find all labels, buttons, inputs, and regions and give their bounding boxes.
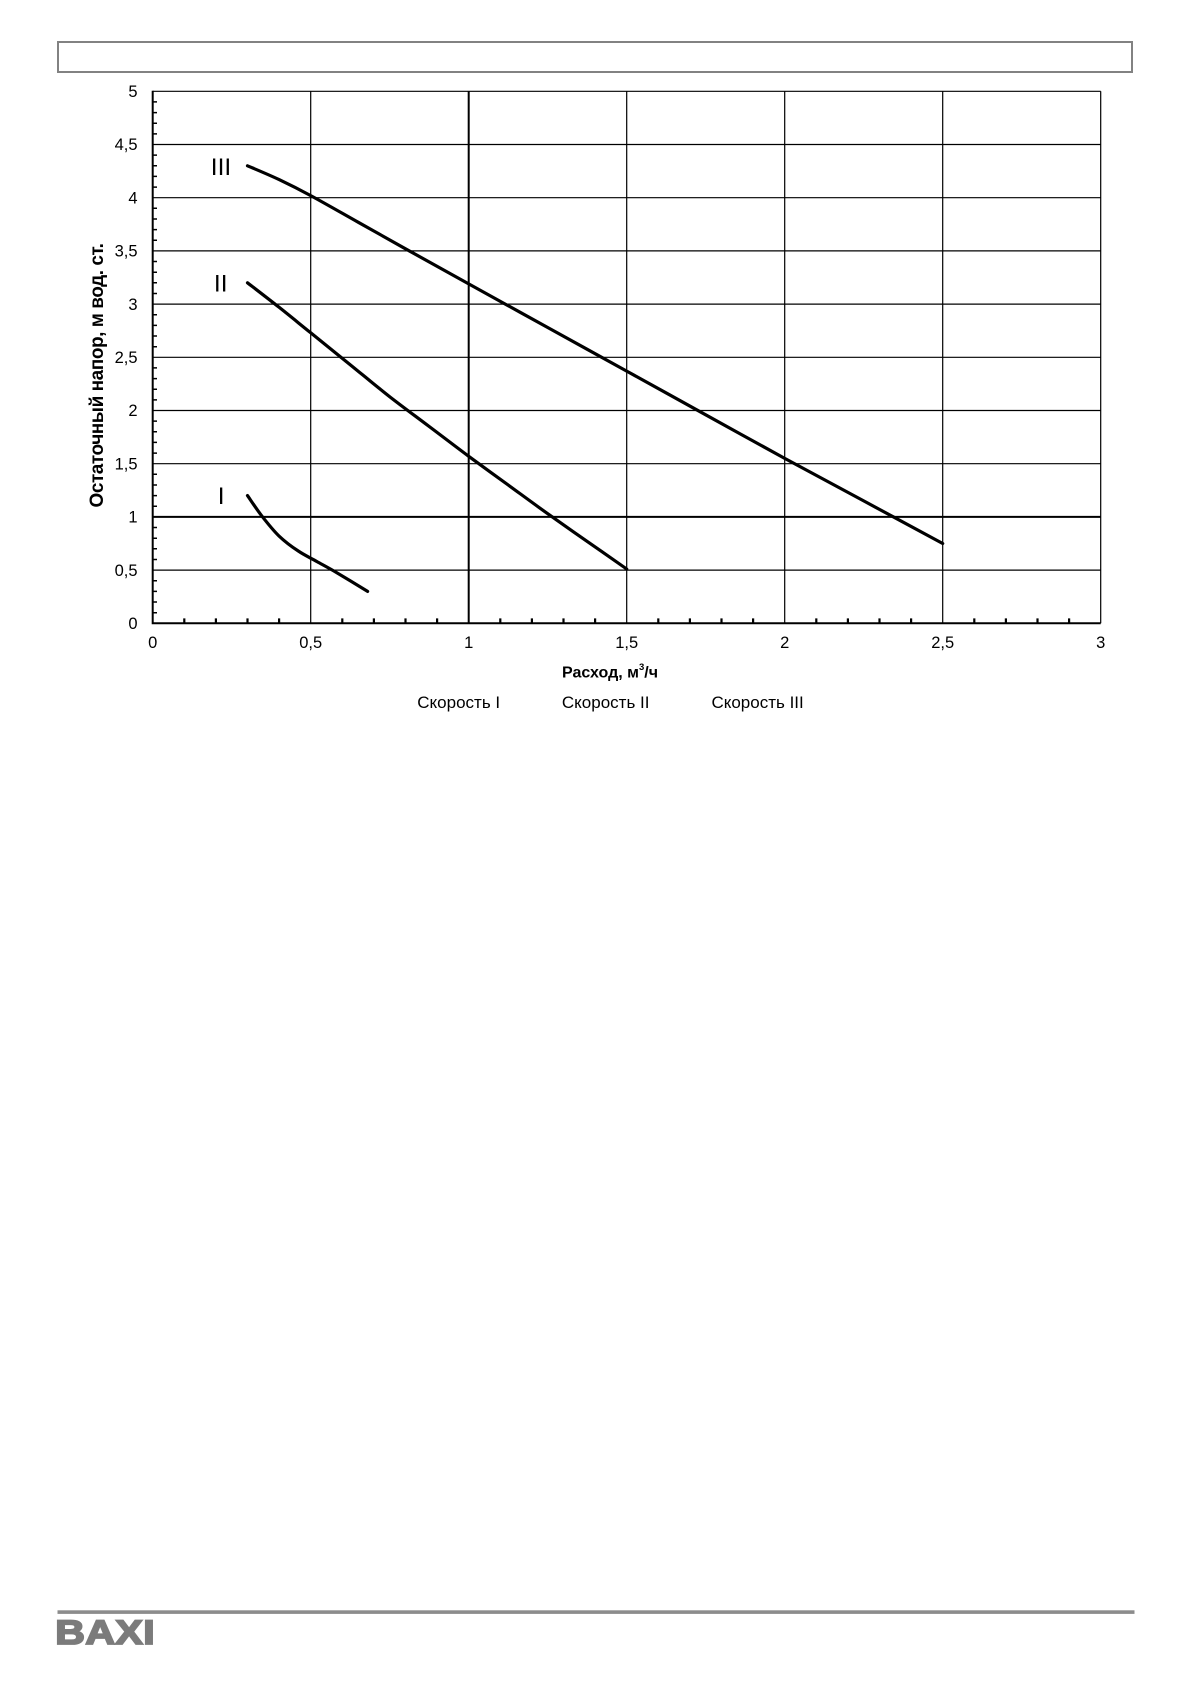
svg-text:1: 1 <box>464 634 473 652</box>
svg-text:1,5: 1,5 <box>115 455 138 473</box>
svg-text:2: 2 <box>780 634 789 652</box>
svg-text:Расход, м3/ч: Расход, м3/ч <box>562 662 658 682</box>
svg-text:0: 0 <box>148 634 157 652</box>
svg-text:Остаточный напор, м вод. ст.: Остаточный напор, м вод. ст. <box>87 243 108 507</box>
svg-text:BAXI: BAXI <box>55 1614 155 1652</box>
svg-text:0,5: 0,5 <box>115 562 138 580</box>
svg-text:3: 3 <box>128 296 137 314</box>
svg-text:Скорость III: Скорость III <box>711 693 803 712</box>
svg-text:1: 1 <box>128 509 137 527</box>
svg-text:2,5: 2,5 <box>931 634 954 652</box>
svg-text:3: 3 <box>1096 634 1105 652</box>
svg-text:Скорость I: Скорость I <box>417 693 500 712</box>
svg-text:III: III <box>211 154 231 181</box>
svg-text:4,5: 4,5 <box>115 136 138 154</box>
svg-text:1,5: 1,5 <box>615 634 638 652</box>
svg-text:2: 2 <box>128 402 137 420</box>
svg-text:0: 0 <box>128 615 137 633</box>
svg-text:0,5: 0,5 <box>299 634 322 652</box>
svg-text:4: 4 <box>128 189 137 207</box>
svg-text:2,5: 2,5 <box>115 349 138 367</box>
svg-text:Скорость II: Скорость II <box>562 693 650 712</box>
svg-text:II: II <box>214 271 228 298</box>
svg-text:3,5: 3,5 <box>115 243 138 261</box>
svg-text:I: I <box>218 483 225 510</box>
svg-text:5: 5 <box>128 83 137 101</box>
